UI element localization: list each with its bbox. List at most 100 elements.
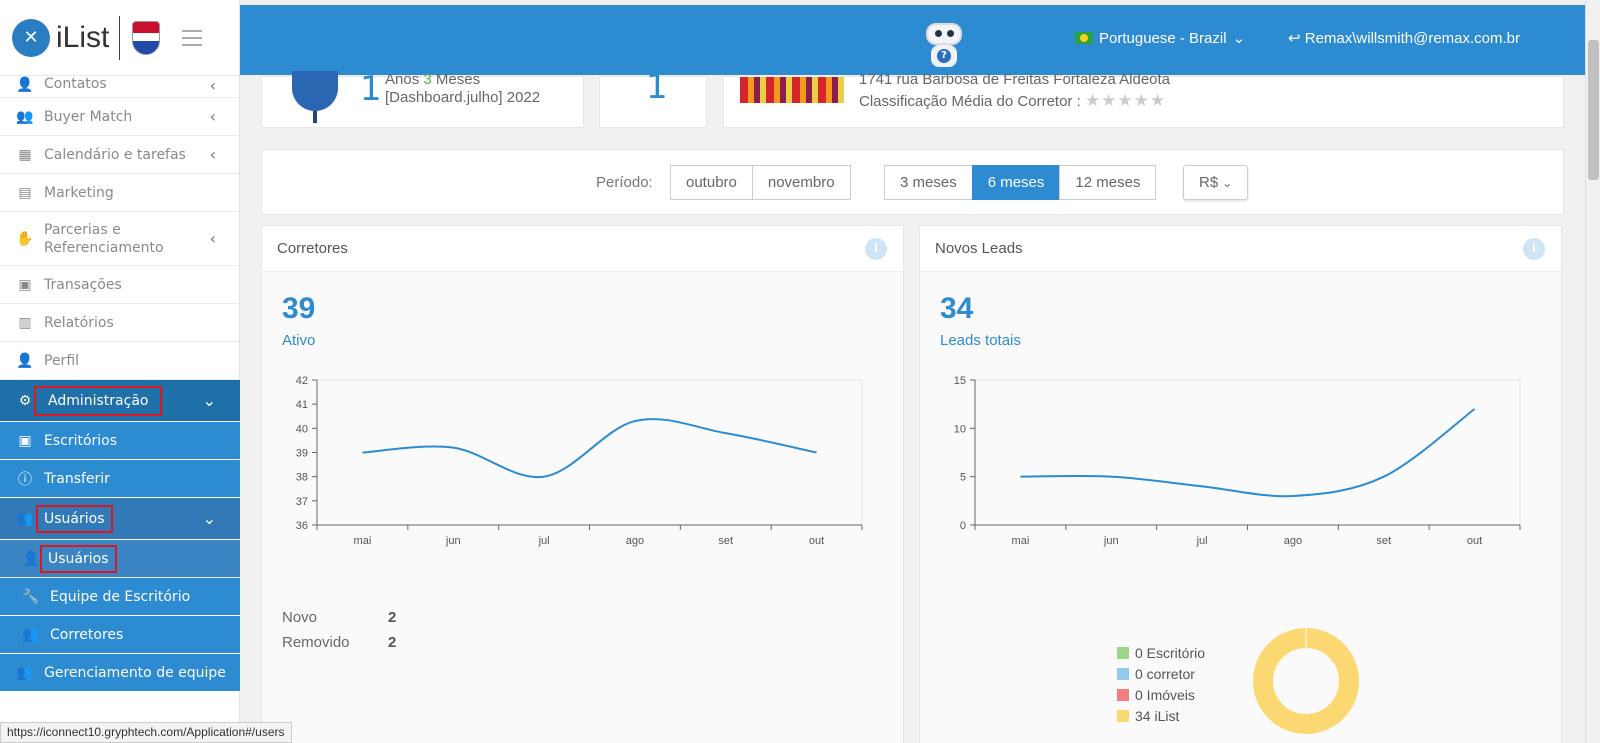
currency-dropdown-group: R$ ⌄ — [1183, 165, 1249, 200]
y-tick-label: 37 — [296, 496, 308, 508]
legend-label: 34 iList — [1135, 707, 1180, 724]
sidebar-item-label: Transações — [44, 276, 122, 293]
sidebar-item-relatorios[interactable]: ▥ Relatórios — [0, 304, 240, 342]
chevron-left-icon: ‹ — [209, 228, 216, 248]
office-icon: ▣ — [18, 432, 32, 449]
sidebar-item-perfil[interactable]: 👤 Perfil — [0, 342, 240, 380]
month-novembro-button[interactable]: novembro — [751, 165, 851, 200]
chevron-down-icon: ⌄ — [1222, 175, 1233, 190]
chevron-down-icon: ⌄ — [202, 391, 216, 410]
user-icon: 👤 — [16, 352, 34, 369]
range-button-group: 3 meses 6 meses 12 meses — [884, 165, 1157, 200]
rating-line: Classificação Média do Corretor : ★★★★★ — [859, 91, 1166, 111]
x-tick-label: mai — [354, 535, 372, 547]
info-circle-icon: ⓘ — [18, 471, 32, 488]
sidebar-item-label: Marketing — [44, 184, 114, 201]
sidebar-item-label: Transferir — [44, 470, 110, 487]
chevron-left-icon: ‹ — [209, 107, 216, 126]
sidebar-item-marketing[interactable]: ▤ Marketing — [0, 174, 240, 212]
stat-value: 2 — [388, 634, 397, 651]
legend-item: 0 Escritório — [1117, 642, 1205, 663]
sidebar-item-equipe-escritorio[interactable]: 🔧 Equipe de Escritório — [0, 578, 240, 616]
range-12-meses-button[interactable]: 12 meses — [1059, 165, 1157, 200]
sidebar-item-label: Parcerias e Referenciamento — [44, 221, 164, 256]
sidebar-item-administracao[interactable]: ⚙ Administração ⌄ — [0, 380, 240, 422]
sidebar-item-gerenciamento-equipe[interactable]: 👥 Gerenciamento de equipe — [0, 654, 240, 692]
assistant-bot-icon[interactable]: ? — [920, 13, 966, 67]
legend-swatch — [1117, 667, 1129, 680]
reply-arrow-icon: ↩ — [1288, 30, 1301, 47]
period-filter-bar: Período: outubro novembro 3 meses 6 mese… — [261, 149, 1564, 215]
corretores-line-chart: 36 37 38 39 40 41 42 mai jun jul ago set out — [296, 375, 863, 547]
agents-icon: 👥 — [22, 626, 40, 643]
leads-panel-header: Novos Leads i — [920, 226, 1561, 272]
chevron-left-icon: ‹ — [209, 145, 216, 164]
plot-area — [974, 379, 1521, 526]
legend-item: 0 Imóveis — [1117, 684, 1205, 705]
users-icon: 👥 — [16, 510, 34, 527]
info-icon[interactable]: i — [1523, 238, 1545, 260]
sidebar-item-label: Usuários — [40, 544, 117, 573]
sidebar-item-contatos[interactable]: 👤 Contatos ‹ — [0, 76, 240, 98]
leads-legend: 0 Escritório 0 corretor 0 Imóveis 34 iLi… — [1117, 642, 1205, 726]
sidebar-item-corretores[interactable]: 👥 Corretores — [0, 616, 240, 654]
leads-kpi-label: Leads totais — [940, 332, 1021, 349]
y-tick-label: 38 — [296, 472, 308, 484]
brand-bar: ✕ iList — [0, 0, 239, 76]
sidebar-item-label: Usuários — [36, 504, 113, 533]
x-tick-label: jul — [538, 535, 550, 547]
stat-label: Removido — [282, 634, 350, 651]
sidebar-item-escritorios[interactable]: ▣ Escritórios — [0, 422, 240, 460]
y-tick-label: 36 — [296, 520, 308, 532]
sidebar-item-buyer-match[interactable]: 👥 Buyer Match ‹ — [0, 98, 240, 136]
leads-kpi: 34 — [940, 292, 974, 325]
page-scrollbar[interactable] — [1585, 0, 1600, 743]
stat-novo: Novo 2 — [282, 609, 396, 626]
sidebar-item-usuarios-group[interactable]: 👥 Usuários ⌄ — [0, 498, 240, 540]
sidebar-item-label: Escritórios — [44, 432, 118, 449]
y-tick-label: 15 — [954, 375, 966, 387]
donut-slice — [1253, 628, 1359, 734]
sidebar-item-usuarios[interactable]: 👤 Usuários — [0, 540, 240, 578]
range-3-meses-button[interactable]: 3 meses — [884, 165, 973, 200]
sidebar-item-label: Administração — [34, 385, 163, 416]
sidebar-item-calendario[interactable]: ▦ Calendário e tarefas ‹ — [0, 136, 240, 174]
summary-card-count: 1 — [599, 67, 707, 128]
legend-swatch — [1117, 709, 1129, 722]
chevron-left-icon: ‹ — [209, 76, 216, 95]
sidebar-item-parcerias[interactable]: ✋ Parcerias e Referenciamento ‹ — [0, 212, 240, 266]
language-selector[interactable]: Portuguese - Brazil ⌄ — [1075, 29, 1245, 47]
x-tick-label: set — [718, 535, 733, 547]
brazil-flag-icon — [1075, 32, 1093, 44]
legend-label: 0 Imóveis — [1135, 686, 1195, 703]
info-icon[interactable]: i — [865, 238, 887, 260]
y-tick-label: 41 — [296, 399, 308, 411]
scrollbar-thumb[interactable] — [1588, 40, 1599, 180]
chevron-down-icon: ⌄ — [202, 509, 216, 528]
team-icon: 👥 — [16, 664, 34, 681]
handshake-icon: ✋ — [16, 230, 34, 247]
ilist-logo-icon[interactable]: ✕ — [12, 18, 50, 57]
x-tick-label: set — [1376, 535, 1391, 547]
x-tick-label: ago — [626, 535, 644, 547]
x-tick-label: jun — [445, 535, 461, 547]
sidebar-item-transferir[interactable]: ⓘ Transferir — [0, 460, 240, 498]
hamburger-menu-icon[interactable] — [182, 29, 203, 46]
sidebar-nav: 👤 Contatos ‹ 👥 Buyer Match ‹ ▦ Calendári… — [0, 76, 240, 692]
range-6-meses-button[interactable]: 6 meses — [971, 165, 1061, 200]
month-outubro-button[interactable]: outubro — [670, 165, 753, 200]
user-account[interactable]: ↩ Remax\willsmith@remax.com.br — [1288, 29, 1520, 47]
corretores-panel: Corretores i 39 Ativo 36 37 38 39 40 41 42 mai j… — [261, 225, 904, 743]
office-address: 1741 rua Barbosa de Freitas Fortaleza Al… — [859, 71, 1171, 88]
period-label: Período: — [596, 174, 653, 191]
legend-swatch — [1117, 688, 1129, 701]
legend-label: 0 corretor — [1135, 665, 1195, 682]
currency-dropdown[interactable]: R$ ⌄ — [1183, 165, 1249, 200]
summary-count-value: 1 — [646, 67, 668, 107]
sidebar-item-label: Calendário e tarefas — [44, 146, 186, 163]
stat-value: 2 — [388, 609, 397, 626]
user-account-label: Remax\willsmith@remax.com.br — [1304, 30, 1521, 47]
y-tick-label: 10 — [954, 423, 966, 435]
language-label: Portuguese - Brazil — [1099, 29, 1227, 47]
sidebar-item-transacoes[interactable]: ▣ Transações — [0, 266, 240, 304]
